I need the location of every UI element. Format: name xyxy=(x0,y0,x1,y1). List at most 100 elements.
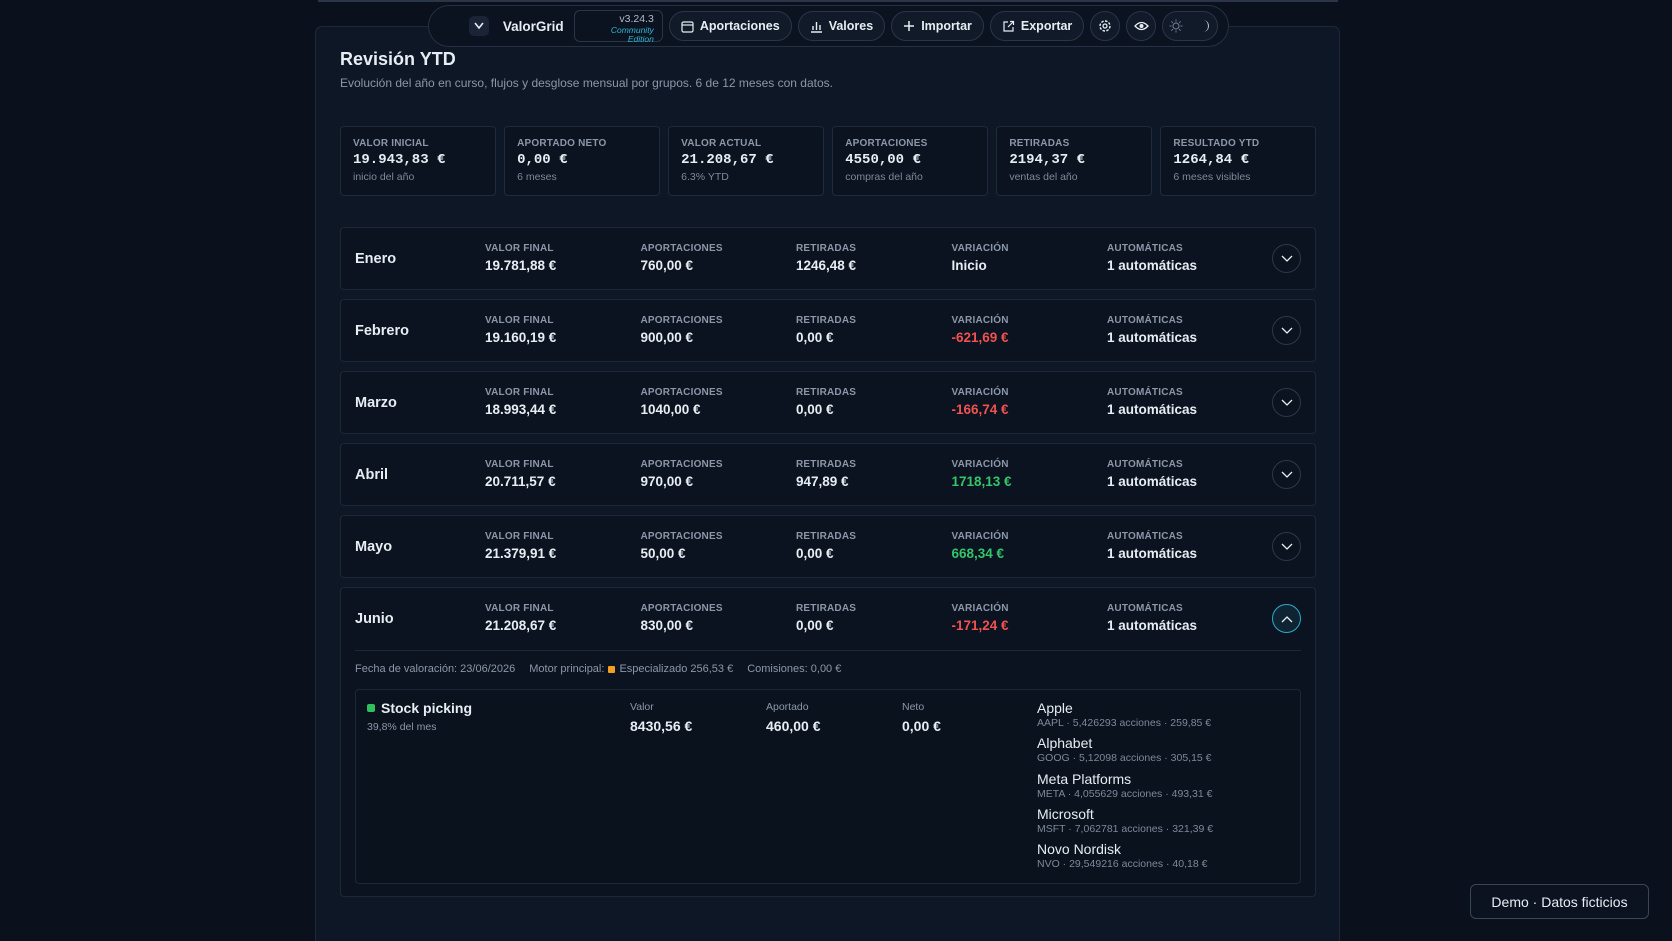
nav-button[interactable]: Valores xyxy=(797,11,886,41)
column-value: 20.711,57 € xyxy=(485,474,556,489)
holding-info: META · 4,055629 acciones · 493,31 € xyxy=(1037,787,1213,800)
column-label: VALOR FINAL xyxy=(485,531,554,542)
card-value: 19.943,83 € xyxy=(353,152,446,168)
column-value: 18.993,44 € xyxy=(485,402,557,417)
engine-dot xyxy=(608,665,616,673)
theme-toggle[interactable] xyxy=(1162,11,1218,41)
engine: Motor principal: Especializado 256,53 € xyxy=(529,663,733,675)
holding-name: Alphabet xyxy=(1037,735,1093,752)
column-value: 50,00 € xyxy=(640,546,686,561)
month-name: Enero xyxy=(355,251,397,267)
column-label: VARIACIÓN xyxy=(951,603,1009,614)
month-row[interactable]: Marzo VALOR FINAL 18.993,44 € APORTACIONES 1… xyxy=(340,371,1316,434)
settings-button[interactable] xyxy=(1090,11,1121,41)
group-metric: Aportado 460,00 € xyxy=(766,701,821,734)
group-metric: Neto 0,00 € xyxy=(902,701,941,734)
group-name-text: Stock picking xyxy=(381,700,473,716)
column-label: AUTOMÁTICAS xyxy=(1107,243,1183,254)
column-value: 900,00 € xyxy=(640,330,694,345)
card-note: ventas del año xyxy=(1009,171,1078,183)
holding: Microsoft MSFT · 7,062781 acciones · 321,… xyxy=(1037,806,1213,835)
metric-label: Valor xyxy=(630,701,654,713)
column-value: 760,00 € xyxy=(640,258,694,273)
month-row[interactable]: Junio VALOR FINAL 21.208,67 € APORTACIONES 8… xyxy=(340,587,1316,897)
column-label: APORTACIONES xyxy=(640,315,723,326)
column-label: RETIRADAS xyxy=(796,315,857,326)
card-label: VALOR ACTUAL xyxy=(681,138,762,149)
holding-info: GOOG · 5,12098 acciones · 305,15 € xyxy=(1037,752,1212,765)
column-value: 0,00 € xyxy=(796,330,834,345)
nav-button-label: Exportar xyxy=(1020,19,1073,33)
column-label: AUTOMÁTICAS xyxy=(1107,531,1183,542)
holding-info: NVO · 29,549216 acciones · 40,18 € xyxy=(1037,858,1208,871)
fees: Comisiones: 0,00 € xyxy=(747,663,842,675)
card-note: inicio del año xyxy=(353,171,415,183)
holding-info: AAPL · 5,426293 acciones · 259,85 € xyxy=(1037,717,1212,729)
column-value: 0,00 € xyxy=(796,546,834,561)
column-value: 970,00 € xyxy=(640,474,694,489)
column-label: VARIACIÓN xyxy=(951,531,1009,542)
demo-badge: Demo · Datos ficticios xyxy=(1470,884,1649,919)
column-label: VALOR FINAL xyxy=(485,315,554,326)
column-value: Inicio xyxy=(951,258,987,273)
valuation-date: Fecha de valoración: 23/06/2026 xyxy=(355,663,516,675)
page-subtitle: Evolución del año en curso, flujos y des… xyxy=(340,76,833,90)
month-name: Abril xyxy=(355,467,389,483)
month-row[interactable]: Enero VALOR FINAL 19.781,88 € APORTACIONES 7… xyxy=(340,227,1316,290)
review-panel: Revisión YTD Evolución del año en curso,… xyxy=(315,26,1340,941)
column-value: 1 automáticas xyxy=(1107,402,1198,417)
top-divider xyxy=(318,0,1338,2)
card-value: 2194,37 € xyxy=(1009,152,1085,168)
column-value: 21.379,91 € xyxy=(485,546,557,561)
card-note: compras del año xyxy=(845,171,923,183)
holding-name: Microsoft xyxy=(1037,805,1094,822)
visibility-button[interactable] xyxy=(1126,11,1157,41)
expand-toggle[interactable] xyxy=(1272,316,1301,345)
nav-button[interactable]: Importar xyxy=(891,11,984,41)
metric-value: 460,00 € xyxy=(766,718,821,734)
card-value: 4550,00 € xyxy=(845,152,921,168)
card-value: 1264,84 € xyxy=(1173,152,1250,168)
card-note: 6.3% YTD xyxy=(681,171,729,183)
column-label: VALOR FINAL xyxy=(485,243,554,254)
engine-label: Motor principal: xyxy=(529,663,605,675)
summary-cards: VALOR INICIAL 19.943,83 € inicio del año AP… xyxy=(340,126,1316,196)
column-label: AUTOMÁTICAS xyxy=(1107,459,1183,470)
column-value: 21.208,67 € xyxy=(485,618,557,633)
card-label: APORTADO NETO xyxy=(517,138,607,149)
column-label: RETIRADAS xyxy=(796,243,857,254)
nav-button-label: Aportaciones xyxy=(699,19,780,33)
column-value: 19.160,19 € xyxy=(485,330,557,345)
month-row[interactable]: Febrero VALOR FINAL 19.160,19 € APORTACIONE… xyxy=(340,299,1316,362)
column-label: VALOR FINAL xyxy=(485,459,554,470)
column-value: 1 automáticas xyxy=(1107,330,1198,345)
holding-name: Meta Platforms xyxy=(1037,770,1132,787)
column-value: -166,74 € xyxy=(951,402,1009,417)
group-dot xyxy=(367,704,375,712)
month-row[interactable]: Abril VALOR FINAL 20.711,57 € APORTACIONES 9… xyxy=(340,443,1316,506)
brand-logo xyxy=(469,16,489,36)
column-value: 19.781,88 € xyxy=(485,258,557,273)
nav-button[interactable]: Aportaciones xyxy=(668,11,792,41)
group-metric: Valor 8430,56 € xyxy=(630,701,692,734)
expand-toggle[interactable] xyxy=(1272,604,1301,633)
expand-toggle[interactable] xyxy=(1272,244,1301,273)
brand-name[interactable]: ValorGrid xyxy=(502,18,564,34)
column-label: RETIRADAS xyxy=(796,459,857,470)
summary-card: APORTACIONES 4550,00 € compras del año xyxy=(832,126,988,196)
expand-toggle[interactable] xyxy=(1272,532,1301,561)
nav-button[interactable]: Exportar xyxy=(989,11,1085,41)
expand-toggle[interactable] xyxy=(1272,388,1301,417)
version-box: v3.24.3 Community Edition xyxy=(573,10,663,43)
column-label: RETIRADAS xyxy=(796,387,857,398)
column-label: VALOR FINAL xyxy=(485,387,554,398)
column-value: 1718,13 € xyxy=(951,474,1012,489)
detail-meta: Fecha de valoración: 23/06/2026 Motor pri… xyxy=(355,663,841,675)
expand-toggle[interactable] xyxy=(1272,460,1301,489)
nav-buttons: Aportaciones Valores Importar Exportar xyxy=(668,11,1085,41)
card-value: 0,00 € xyxy=(517,152,568,168)
holding-info: MSFT · 7,062781 acciones · 321,39 € xyxy=(1037,822,1214,835)
column-value: 1246,48 € xyxy=(796,258,857,273)
metric-label: Aportado xyxy=(766,701,809,713)
month-row[interactable]: Mayo VALOR FINAL 21.379,91 € APORTACIONES 50… xyxy=(340,515,1316,578)
